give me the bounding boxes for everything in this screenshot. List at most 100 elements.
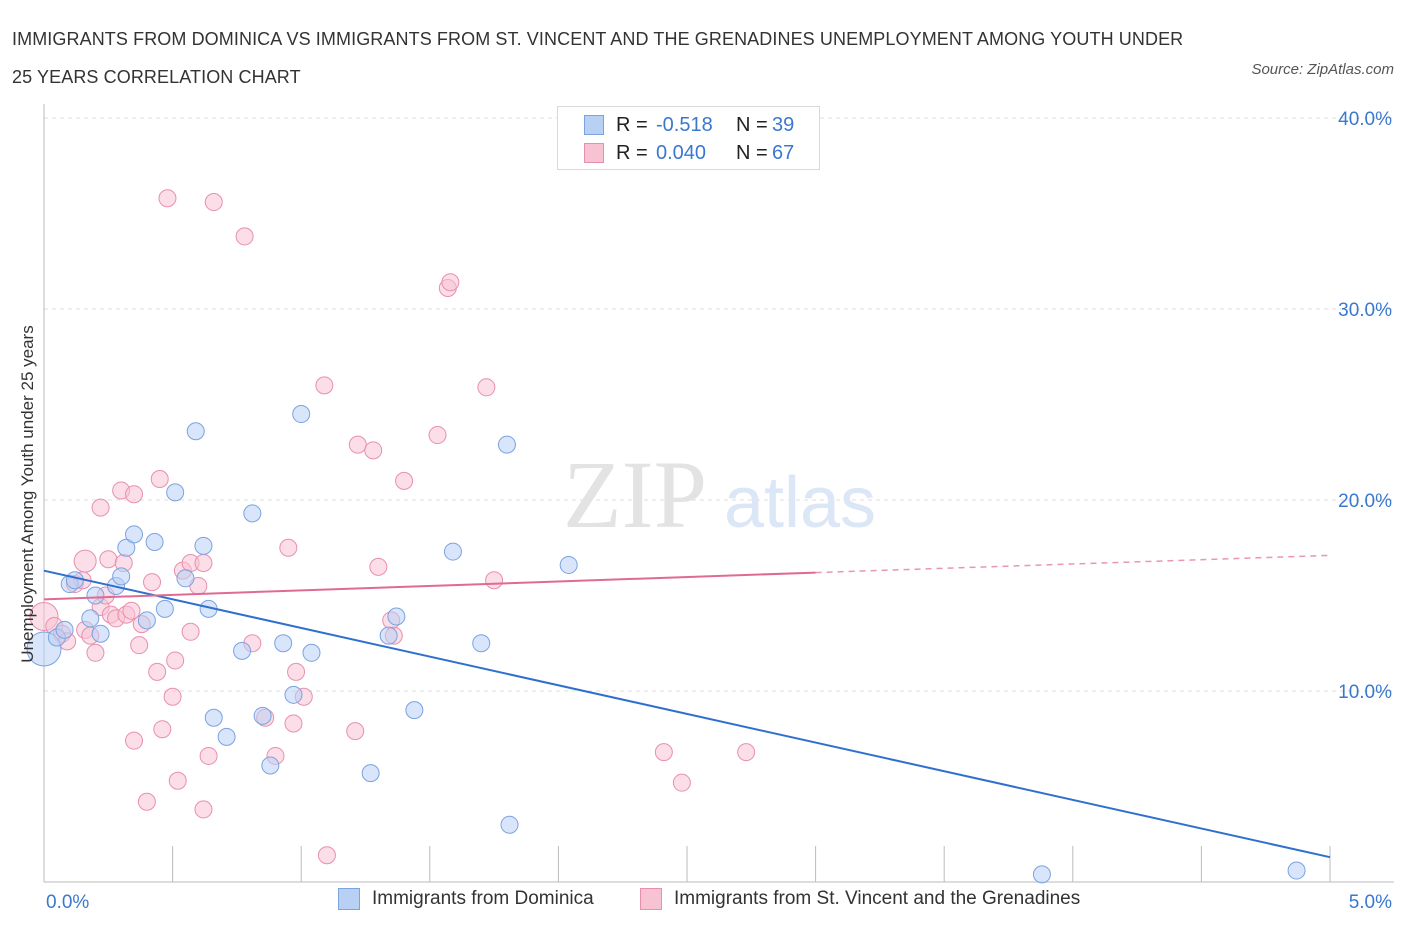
n-value: 67 [772, 141, 795, 164]
stvincent-point [369, 557, 388, 576]
dominica-point [361, 764, 380, 783]
stvincent-point [166, 651, 185, 670]
dominica-point [1287, 861, 1306, 880]
y-tick-label: 20.0% [1338, 491, 1392, 512]
legend-item-dominica: Immigrants from Dominica [338, 888, 594, 910]
stvincent-point [99, 550, 118, 569]
dominica-point [176, 569, 195, 588]
dominica-point [217, 727, 236, 746]
data-points [26, 189, 1306, 884]
stvincent-point [364, 441, 383, 460]
stvincent-point [125, 731, 144, 750]
r-value: 0.040 [656, 141, 707, 164]
watermark-zip: ZIP [563, 441, 707, 548]
stvincent-point [168, 771, 187, 790]
stvincent-point [194, 800, 213, 819]
dominica-point [55, 620, 74, 639]
dominica-point [233, 641, 252, 660]
dominica-point [125, 525, 144, 544]
dominica-trend-line [43, 569, 1331, 859]
dominica-point [186, 422, 205, 441]
stvincent-point [441, 273, 460, 292]
series-legend: Immigrants from Dominica Immigrants from… [0, 888, 1406, 916]
stvincent-point [672, 773, 691, 792]
stvincent-point [122, 601, 141, 620]
trend-lines [43, 554, 1331, 859]
watermark-atlas: atlas [724, 463, 876, 543]
stvincent-point [86, 643, 105, 662]
n-label: N = [736, 141, 768, 164]
legend-label-stvincent: Immigrants from St. Vincent and the Gren… [674, 888, 1081, 909]
stvincent-point [137, 792, 156, 811]
chart-title: IMMIGRANTS FROM DOMINICA VS IMMIGRANTS F… [12, 29, 1184, 87]
dominica-point [274, 634, 293, 653]
dominica-legend-swatch-icon [338, 888, 360, 910]
dominica-point [137, 611, 156, 630]
stvincent-point [287, 662, 306, 681]
n-label: N = [736, 113, 768, 136]
tick-labels: 10.0% 20.0% 30.0% 40.0% 0.0% 5.0% [46, 109, 1392, 913]
stvincent-point [143, 573, 162, 592]
dominica-point [86, 586, 105, 605]
stvincent-point [317, 846, 336, 865]
dominica-point [284, 685, 303, 704]
stvincent-swatch-icon [584, 143, 604, 163]
dominica-point [379, 626, 398, 645]
legend-item-stvincent: Immigrants from St. Vincent and the Gren… [640, 888, 1080, 910]
stvincent-point [199, 746, 218, 765]
r-value: -0.518 [656, 113, 713, 136]
source-label: Source: ZipAtlas.com [1251, 61, 1394, 78]
r-label: R = [616, 141, 648, 164]
legend-row-stvincent: R = 0.040 N = 67 [584, 141, 794, 165]
stvincent-point [91, 498, 110, 517]
gridlines [44, 117, 1394, 692]
stvincent-point [279, 538, 298, 557]
dominica-point [166, 483, 185, 502]
dominica-point [204, 708, 223, 727]
stvincent-point [284, 714, 303, 733]
dominica-point [243, 504, 262, 523]
y-tick-label: 40.0% [1338, 109, 1392, 130]
x-tick-label: 5.0% [1349, 892, 1392, 913]
stvincent-point [73, 549, 97, 573]
stvincent-point [737, 743, 756, 762]
dominica-point [559, 555, 578, 574]
dominica-point [1032, 865, 1051, 884]
dominica-point [302, 643, 321, 662]
dominica-point [292, 405, 311, 424]
stvincent-point [181, 622, 200, 641]
stvincent-point [125, 485, 144, 504]
legend-row-dominica: R = -0.518 N = 39 [584, 113, 794, 137]
dominica-point [91, 624, 110, 643]
dominica-point [155, 599, 174, 618]
dominica-point [261, 756, 280, 775]
stvincent-point [428, 426, 447, 445]
stvincent-point [315, 376, 334, 395]
dominica-swatch-icon [584, 115, 604, 135]
dominica-point [194, 536, 213, 555]
stvincent-point [235, 227, 254, 246]
dominica-point [387, 607, 406, 626]
dominica-point [145, 533, 164, 552]
correlation-legend: R = -0.518 N = 39 R = 0.040 N = 67 [557, 106, 820, 170]
n-value: 39 [772, 113, 795, 136]
stvincent-point [654, 743, 673, 762]
y-axis-label: Unemployment Among Youth under 25 years [18, 325, 37, 662]
stvincent-legend-swatch-icon [640, 888, 662, 910]
watermark: ZIP atlas [563, 441, 876, 548]
dominica-point [472, 634, 491, 653]
stvincent-point [158, 189, 177, 208]
stvincent-point [477, 378, 496, 397]
dominica-point [497, 435, 516, 454]
stvincent-point [395, 471, 414, 490]
dominica-point [81, 609, 100, 628]
y-tick-label: 10.0% [1338, 682, 1392, 703]
stvincent-trend-extension [815, 554, 1331, 574]
dominica-point [500, 815, 519, 834]
stvincent-point [346, 722, 365, 741]
dominica-point [117, 538, 136, 557]
stvincent-point [194, 554, 213, 573]
y-tick-label: 30.0% [1338, 300, 1392, 321]
stvincent-point [204, 193, 223, 212]
stvincent-point [163, 687, 182, 706]
